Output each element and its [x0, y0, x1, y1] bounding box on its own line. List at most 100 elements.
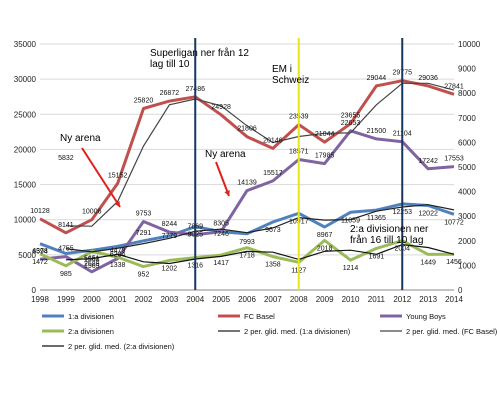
data-label: 1472 [32, 259, 48, 266]
x-tick-label: 2004 [186, 295, 204, 304]
data-label: 1568 [84, 256, 100, 263]
legend-label: 2 per. glid. med. (1:a divisionen) [244, 327, 351, 336]
annotation-text: Superligan ner från 12 [150, 47, 249, 59]
data-label: 15517 [263, 170, 283, 177]
data-label: 14139 [237, 180, 257, 187]
data-label: 10006 [82, 209, 102, 216]
annotation-text: lag till 10 [150, 59, 190, 70]
data-label: 10772 [444, 219, 464, 226]
legend-label: 1:a divisionen [68, 312, 114, 321]
data-label: 24928 [211, 104, 231, 111]
data-label: 1718 [239, 253, 255, 260]
x-tick-label: 2000 [83, 295, 101, 304]
data-label-extra: 7779 [162, 233, 178, 240]
y-left-tick-label: 30000 [14, 75, 37, 84]
y-right-tick-label: 1000 [458, 261, 476, 270]
x-tick-label: 2011 [368, 295, 386, 304]
x-tick-label: 2007 [264, 295, 282, 304]
annotation-text: EM i [272, 64, 292, 75]
data-label: 6204 [110, 251, 126, 258]
data-label: 21806 [237, 126, 257, 133]
x-tick-label: 2005 [212, 295, 230, 304]
y-right-tick-label: 10000 [458, 40, 481, 49]
data-label: 8244 [162, 221, 178, 228]
data-label: 7993 [239, 239, 255, 246]
x-tick-label: 2003 [160, 295, 178, 304]
series-line-0 [39, 202, 455, 255]
x-tick-label: 2002 [135, 295, 153, 304]
arrow-head [114, 201, 120, 207]
legend: 1:a divisionen FC Basel Young Boys 2:a divi… [42, 312, 498, 351]
series-layer [39, 79, 455, 274]
arrow-line [81, 147, 121, 208]
x-tick-label: 1999 [57, 295, 75, 304]
y-right-tick-label: 4000 [458, 188, 476, 197]
annotation-text: från 16 till 10 lag [350, 234, 423, 246]
y-left-tick-label: 25000 [14, 110, 37, 119]
data-label: 25820 [134, 98, 154, 105]
data-label-extra: 7246 [213, 231, 229, 238]
series-line-2 [39, 129, 455, 274]
y-left-tick-label: 20000 [14, 145, 37, 154]
data-label: 11059 [341, 217, 360, 224]
x-tick-label: 1998 [31, 295, 49, 304]
data-label: 21500 [367, 128, 387, 135]
data-label: 8141 [58, 222, 74, 229]
legend-label: 2 per. glid. med. (2:a divisionen) [68, 342, 175, 351]
data-label: 17242 [418, 158, 438, 165]
y-right-tick-label: 9000 [458, 65, 476, 74]
y-right-tick-label: 0 [458, 286, 463, 295]
y-left-tick-label: 10000 [14, 216, 37, 225]
data-label: 8967 [317, 232, 333, 239]
data-label: 1449 [420, 259, 436, 266]
y-right-tick-label: 2000 [458, 237, 476, 246]
data-label: 985 [60, 271, 72, 278]
data-label: 1456 [446, 259, 462, 266]
data-label: 26872 [160, 90, 180, 97]
x-tick-label: 2006 [238, 295, 256, 304]
data-label-extra: 5832 [58, 155, 74, 162]
annotation-text: Ny arena [60, 133, 101, 144]
y-right-tick-label: 7000 [458, 114, 476, 123]
legend-label: 2 per. glid. med. (FC Basel) [406, 327, 498, 336]
trendline-5 [65, 82, 455, 227]
data-label-extra: 1569 [84, 263, 100, 270]
data-label: 1214 [343, 265, 359, 272]
legend-label: FC Basel [244, 312, 275, 321]
data-label: 2589 [84, 261, 100, 268]
legend-label: 2:a divisionen [68, 327, 114, 336]
data-label: 4755 [58, 246, 74, 253]
trendline-4 [65, 204, 455, 253]
arrow-line [215, 161, 230, 197]
x-tick-label: 2009 [316, 295, 334, 304]
y-left-tick-label: 35000 [14, 40, 37, 49]
annotation-text: Ny arena [205, 149, 246, 160]
y-right-tick-label: 8000 [458, 89, 476, 98]
x-tick-label: 2010 [342, 295, 360, 304]
data-label: 29036 [418, 75, 438, 82]
x-tick-label: 2012 [393, 295, 411, 304]
data-label: 10128 [30, 208, 50, 215]
data-label: 9673 [265, 227, 281, 234]
data-label: 23655 [341, 113, 361, 120]
data-label: 4479 [110, 248, 126, 255]
x-tick-label: 2014 [445, 295, 463, 304]
data-label: 8305 [213, 221, 229, 228]
data-label: 6594 [32, 249, 48, 256]
data-label: 1358 [265, 262, 281, 269]
y-left-tick-label: 15000 [14, 181, 37, 190]
data-label-extra: 7291 [136, 230, 152, 237]
data-label: 952 [138, 272, 150, 279]
x-tick-label: 2001 [109, 295, 127, 304]
data-label: 15152 [108, 173, 128, 180]
data-label: 1691 [369, 253, 385, 260]
annotation-text: Schweiz [272, 75, 309, 86]
data-label: 1417 [213, 260, 229, 267]
data-label: 17985 [315, 153, 335, 160]
data-label: 29044 [367, 75, 387, 82]
data-label: 11365 [367, 215, 386, 222]
data-label: 4378 [32, 248, 48, 255]
